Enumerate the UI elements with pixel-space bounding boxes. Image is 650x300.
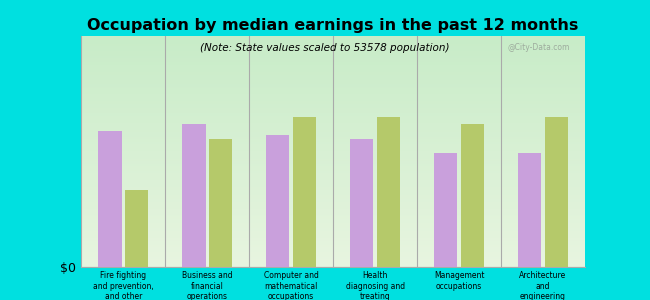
Bar (461, 124, 484, 267)
Bar (125, 190, 148, 267)
Bar (98, 130, 122, 267)
Bar (518, 153, 541, 267)
Bar (209, 140, 233, 267)
Bar (350, 140, 373, 267)
Bar (434, 153, 458, 267)
Bar (377, 117, 400, 267)
Title: Occupation by median earnings in the past 12 months: Occupation by median earnings in the pas… (88, 18, 578, 33)
Bar (292, 117, 317, 267)
Text: @City-Data.com: @City-Data.com (508, 43, 570, 52)
Bar (545, 117, 568, 267)
Bar (182, 124, 205, 267)
Bar (266, 135, 289, 267)
Text: (Note: State values scaled to 53578 population): (Note: State values scaled to 53578 popu… (200, 43, 450, 53)
